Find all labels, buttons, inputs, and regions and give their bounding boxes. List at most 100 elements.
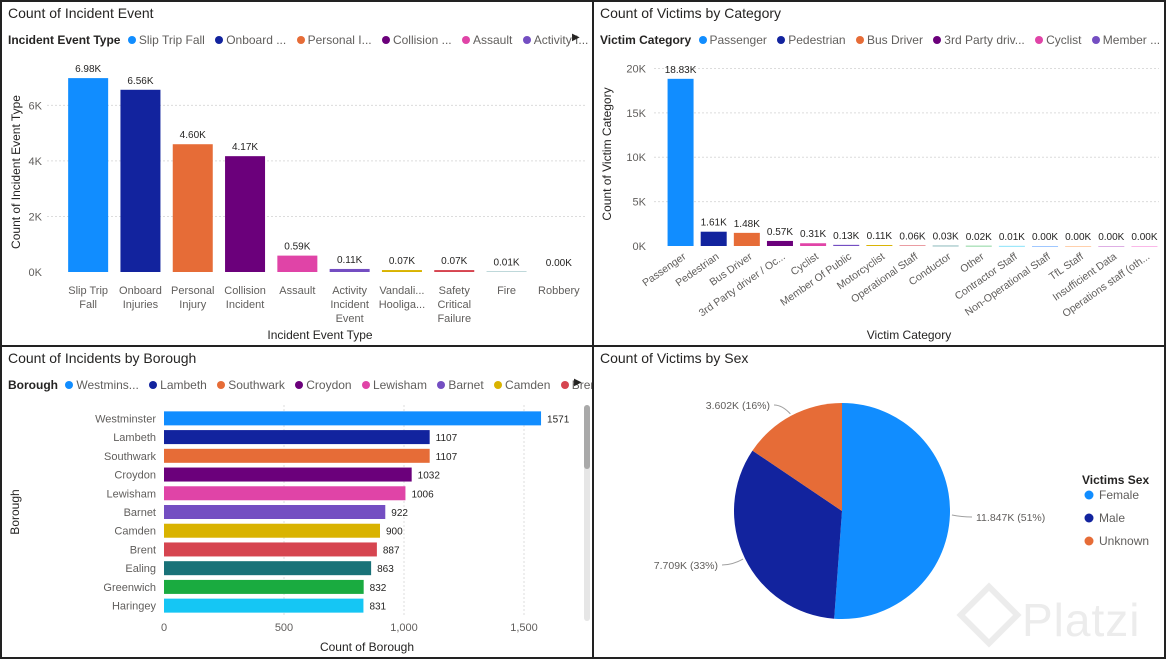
legend-dot [381, 36, 390, 44]
legend-item[interactable]: Croydon [295, 378, 352, 392]
data-label: 0.00K [1131, 232, 1157, 243]
legend-title: Victims Sex [1082, 473, 1149, 487]
y-tick-label: 10K [626, 152, 646, 164]
legend-dot [1084, 536, 1094, 546]
bar [164, 505, 386, 519]
legend-item[interactable]: Cyclist [1035, 33, 1081, 47]
legend-item-label: Southwark [228, 378, 285, 392]
data-label: 0.11K [867, 231, 893, 242]
y-tick-label: Westminster [95, 413, 156, 425]
legend-label: Male [1099, 511, 1125, 525]
data-label: 0.07K [441, 256, 467, 267]
legend-item-label: Lewisham [372, 378, 427, 392]
data-label: 0.00K [1065, 232, 1091, 243]
data-label: 832 [370, 583, 387, 594]
data-label: 0.31K [800, 229, 826, 240]
legend-item[interactable]: Member ... [1091, 33, 1160, 47]
bar [1032, 246, 1059, 247]
legend-item-label: Barnet [448, 378, 484, 392]
borough-chart: 0 500 1,000 1,500 1571 Westminster 1107 Lambeth… [8, 405, 570, 654]
legend-dot [522, 36, 531, 44]
data-label: 922 [391, 508, 408, 519]
legend-dot [933, 36, 942, 44]
legend-dot [777, 36, 786, 44]
data-label: 0.02K [966, 232, 992, 243]
x-axis-title: Victim Category [867, 328, 951, 342]
leader-line [773, 404, 791, 415]
y-axis-title: Count of Incident Event Type [9, 95, 23, 249]
legend-dot [855, 36, 864, 44]
legend-item[interactable]: Activity I... [522, 33, 588, 47]
x-tick-label: Incident [330, 299, 369, 311]
x-tick-label: 500 [275, 622, 293, 634]
legend-item-label: Croydon [306, 378, 352, 392]
legend-dot [217, 381, 226, 389]
data-label: 7.709K (33%) [654, 560, 718, 572]
legend-item[interactable]: Personal I... [296, 33, 372, 47]
incident-event-panel: Count of Incident Event Incident Event T… [0, 0, 594, 347]
legend-item[interactable]: Southwark [217, 378, 285, 392]
y-tick-label: 5K [633, 197, 647, 209]
legend-item-label: Assault [472, 33, 513, 47]
bar [277, 255, 318, 272]
bar [381, 270, 422, 272]
victims-sex-panel: Count of Victims by Sex Platzi 11.847K (… [592, 345, 1166, 659]
bar [164, 523, 380, 538]
legend-next-arrow-icon[interactable]: ▶ [572, 32, 580, 43]
x-axis-title: Incident Event Type [267, 328, 373, 342]
bar [164, 542, 377, 557]
y-tick-label: 20K [626, 63, 646, 75]
legend-item-label: Westmins... [76, 378, 139, 392]
legend-dot [494, 381, 503, 389]
x-tick-label: Assault [279, 285, 315, 297]
legend-item[interactable]: Westmins... [65, 378, 139, 392]
data-label: 831 [369, 602, 386, 613]
x-tick-label: Event [336, 313, 364, 325]
legend-dot [1084, 490, 1094, 500]
data-label: 6.98K [75, 64, 101, 75]
data-label: 0.07K [389, 256, 415, 267]
legend-item[interactable]: Onboard ... [215, 33, 286, 47]
x-tick-label: 1,000 [390, 622, 418, 634]
data-label: 0.03K [933, 232, 959, 243]
borough-title: Count of Incidents by Borough [8, 350, 197, 366]
legend-item[interactable]: Brent [560, 378, 592, 392]
bar [164, 448, 430, 463]
legend-dot [1035, 36, 1044, 44]
bar [667, 78, 694, 246]
data-label: 0.00K [546, 258, 572, 269]
legend-dot [127, 36, 136, 44]
bar [172, 144, 213, 272]
bar [225, 156, 266, 272]
legend-dot [437, 381, 446, 389]
legend-item[interactable]: Pedestrian [777, 33, 846, 47]
pie-slice [834, 403, 950, 619]
borough-scrollbar[interactable] [584, 405, 590, 621]
legend-item[interactable]: Lambeth [149, 378, 207, 392]
legend-item[interactable]: Lewisham [361, 378, 427, 392]
legend-item[interactable]: Slip Trip Fall [127, 33, 205, 47]
legend-item[interactable]: 3rd Party driv... [933, 33, 1025, 47]
legend-item[interactable]: Passenger [698, 33, 767, 47]
x-tick-label: Activity [332, 285, 367, 297]
data-label: 863 [377, 564, 394, 575]
legend-item-label: Brent [571, 378, 592, 392]
legend-item[interactable]: Assault [461, 33, 513, 47]
y-tick-label: Haringey [112, 601, 157, 613]
incident-event-legend: Incident Event Type Slip Trip Fall Onboa… [8, 33, 592, 47]
legend-dot [1091, 36, 1100, 44]
bar [899, 245, 926, 246]
borough-scrollbar-thumb[interactable] [584, 405, 590, 469]
y-tick-label: Southwark [104, 451, 156, 463]
legend-item[interactable]: Collision ... [381, 33, 452, 47]
victim-category-legend-title: Victim Category [600, 33, 692, 47]
pie-slice [734, 450, 842, 619]
legend-next-arrow-icon[interactable]: ▶ [574, 377, 582, 388]
legend-item[interactable]: Bus Driver [855, 33, 923, 47]
y-tick-label: Lewisham [106, 488, 156, 500]
legend-item[interactable]: Barnet [437, 378, 484, 392]
data-label: 0.57K [767, 227, 793, 238]
x-tick-label: Vandali... [379, 285, 424, 297]
y-tick-label: Greenwich [103, 582, 156, 594]
legend-item[interactable]: Camden [494, 378, 550, 392]
